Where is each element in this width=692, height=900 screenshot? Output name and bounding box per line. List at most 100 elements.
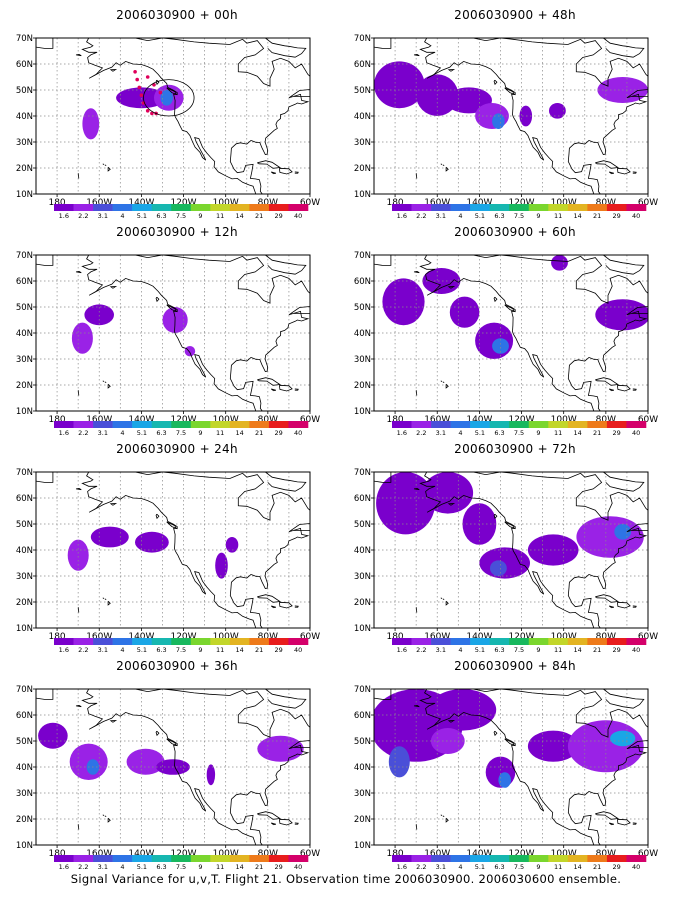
coastline	[419, 472, 648, 628]
coastline	[294, 388, 299, 391]
coastline	[104, 164, 107, 167]
observation-point	[133, 70, 137, 74]
coastline	[294, 605, 299, 608]
colorbar-swatch	[54, 638, 74, 645]
map-panel: 2006030900 + 72h 10N 20N 30N 40N 50N 60N 70N 180…	[350, 442, 680, 654]
colorbar-label: 21	[593, 863, 601, 871]
colorbar-label: 40	[294, 863, 302, 871]
coastline	[81, 255, 310, 411]
contour-map: 10N 20N 30N 40N 50N 60N 70N 180 160W 140W 120W 100W…	[16, 34, 320, 220]
colorbar-label: 1.6	[397, 863, 407, 871]
y-tick-label: 70N	[354, 468, 371, 478]
coastline	[270, 822, 277, 826]
panel-title: 2006030900 + 24h	[116, 442, 238, 456]
contour-map: 10N 20N 30N 40N 50N 60N 70N 180 160W 140W 120W 100W…	[354, 34, 658, 220]
coastline	[279, 384, 293, 392]
panel-title: 2006030900 + 48h	[454, 8, 576, 22]
coastline	[413, 487, 420, 491]
coastline	[442, 598, 445, 601]
colorbar-label: 29	[275, 646, 283, 654]
colorbar-swatch	[73, 421, 94, 428]
y-tick-label: 40N	[16, 763, 33, 773]
variance-region	[519, 105, 533, 127]
variance-region	[595, 299, 648, 331]
coastline	[257, 811, 282, 820]
colorbar-swatch	[132, 421, 152, 428]
colorbar-label: 4	[458, 646, 462, 654]
coastline	[279, 601, 293, 609]
colorbar-swatch	[587, 204, 608, 211]
coastline	[102, 597, 105, 599]
colorbar-swatch	[411, 204, 432, 211]
colorbar-label: 2.2	[416, 212, 426, 220]
colorbar-swatch	[171, 204, 192, 211]
colorbar-label: 21	[593, 212, 601, 220]
colorbar-label: 6.3	[494, 429, 504, 437]
x-tick-label: 80W	[596, 415, 616, 425]
coastline	[81, 38, 310, 194]
y-tick-label: 10N	[16, 407, 33, 417]
y-tick-label: 40N	[354, 763, 371, 773]
coastline	[602, 472, 645, 492]
colorbar-label: 21	[593, 646, 601, 654]
colorbar-label: 3.1	[98, 429, 108, 437]
colorbar-swatch	[288, 421, 309, 428]
observation-point	[158, 90, 163, 95]
coastline	[504, 738, 516, 746]
colorbar-label: 4	[120, 646, 124, 654]
coastline	[77, 607, 80, 613]
y-tick-label: 60N	[354, 711, 371, 721]
colorbar-label: 29	[613, 863, 621, 871]
colorbar-swatch	[54, 421, 74, 428]
colorbar-label: 21	[255, 212, 263, 220]
y-tick-label: 70N	[16, 685, 33, 695]
x-tick-label: 160W	[86, 632, 112, 642]
colorbar-label: 29	[613, 646, 621, 654]
colorbar-swatch	[489, 204, 510, 211]
colorbar-label: 7.5	[176, 863, 186, 871]
colorbar-swatch	[411, 638, 432, 645]
colorbar-label: 14	[235, 429, 243, 437]
x-tick-label: 120W	[508, 198, 534, 208]
x-tick-label: 180	[48, 198, 65, 208]
y-tick-label: 20N	[354, 598, 371, 608]
x-tick-label: 160W	[424, 198, 450, 208]
coastline	[109, 69, 118, 72]
colorbar-label: 40	[632, 212, 640, 220]
x-tick-label: 80W	[596, 849, 616, 859]
colorbar-label: 11	[554, 212, 562, 220]
colorbar-swatch	[450, 204, 471, 211]
colorbar-swatch	[112, 638, 133, 645]
coastline	[75, 704, 82, 708]
colorbar-swatch	[268, 638, 289, 645]
x-tick-label: 60W	[638, 198, 658, 208]
variance-region	[576, 516, 644, 558]
colorbar-label: 14	[235, 646, 243, 654]
coastline	[264, 38, 307, 58]
colorbar-label: 6.3	[156, 863, 166, 871]
y-tick-label: 30N	[16, 789, 33, 799]
x-tick-label: 120W	[508, 632, 534, 642]
colorbar-swatch	[509, 204, 530, 211]
colorbar-label: 9	[198, 212, 202, 220]
colorbar-label: 9	[198, 863, 202, 871]
coastline	[608, 171, 615, 175]
coastline	[608, 388, 615, 392]
coastline	[415, 824, 418, 830]
coastline	[166, 738, 178, 746]
colorbar-swatch	[450, 855, 471, 862]
colorbar-label: 7.5	[176, 646, 186, 654]
colorbar-swatch	[268, 855, 289, 862]
coastline	[632, 388, 637, 391]
variance-region	[610, 730, 636, 747]
coastline	[264, 689, 307, 709]
colorbar-label: 5.1	[475, 212, 485, 220]
variance-region	[551, 255, 568, 271]
y-tick-label: 30N	[16, 138, 33, 148]
y-tick-label: 70N	[16, 251, 33, 261]
coastline	[445, 383, 449, 389]
variance-region	[257, 735, 304, 762]
colorbar-swatch	[93, 421, 113, 428]
colorbar-swatch	[489, 855, 510, 862]
colorbar-label: 1.6	[397, 646, 407, 654]
